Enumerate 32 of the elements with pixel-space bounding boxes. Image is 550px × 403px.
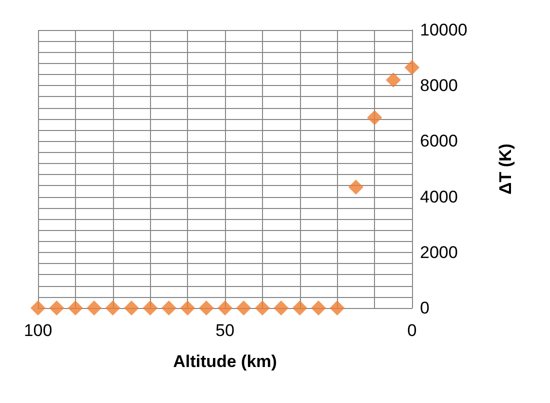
- point: [311, 300, 326, 316]
- x-axis-title: Altitude (km): [173, 352, 277, 371]
- point: [330, 300, 345, 316]
- point: [292, 300, 308, 316]
- point: [161, 300, 176, 316]
- y-axis-title: ΔT (K): [496, 144, 515, 194]
- point: [218, 300, 232, 316]
- y-tick-label: 6000: [420, 132, 458, 151]
- point: [68, 300, 83, 316]
- point: [198, 300, 214, 316]
- point: [86, 300, 102, 316]
- y-tick-label: 8000: [420, 76, 458, 96]
- y-tick-label: 10000: [420, 20, 468, 40]
- point: [142, 300, 158, 316]
- x-tick-label: 50: [216, 321, 234, 340]
- point: [180, 300, 196, 316]
- point: [274, 300, 289, 316]
- point: [30, 300, 46, 316]
- point: [124, 300, 139, 316]
- y-tick-label: 0: [420, 298, 430, 318]
- point: [386, 72, 401, 88]
- point: [236, 300, 252, 316]
- x-tick-label: 0: [407, 321, 417, 340]
- point: [49, 300, 64, 316]
- y-tick-label: 2000: [420, 242, 458, 262]
- x-tick-label: 100: [24, 321, 52, 340]
- point: [254, 300, 270, 316]
- point: [404, 60, 420, 76]
- point: [105, 300, 120, 316]
- y-tick-label: 4000: [420, 187, 458, 206]
- point: [348, 180, 364, 195]
- point: [367, 110, 382, 126]
